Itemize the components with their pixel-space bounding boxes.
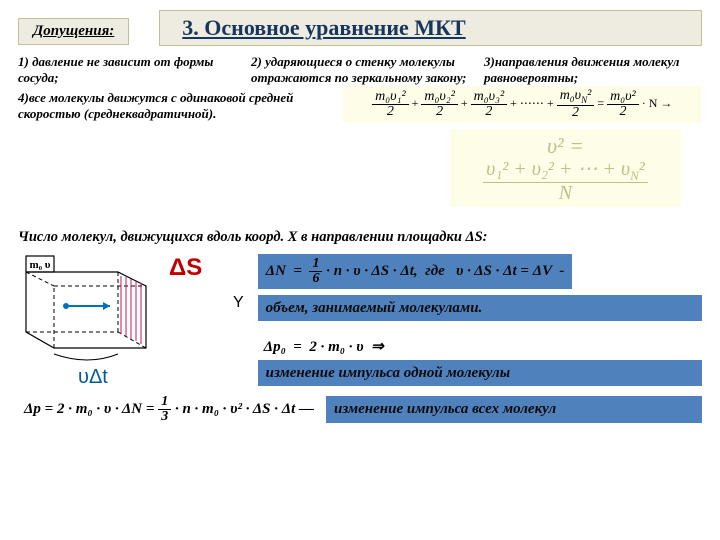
assumption-3: 3)направления движения молекул равноверо… — [484, 54, 702, 86]
dp0-equation: Δp₀ = 2 · m₀ · υ ⇒ — [258, 335, 390, 358]
assumption-1: 1) давление не зависит от формы сосуда; — [18, 54, 236, 86]
main-title: 3. Основное уравнение МКТ — [159, 10, 702, 46]
mid-statement: Число молекул, движущихся вдоль коорд. X… — [18, 229, 702, 246]
assumption-4: 4)все молекулы движутся с одинаковой сре… — [18, 90, 333, 122]
volume-text: объем, занимаемый молекулами. — [258, 295, 702, 321]
dp0-text: изменение импульса одной молекулы — [258, 360, 702, 386]
dn-equation: ΔN = 16 · n · υ · ΔS · Δt, где υ · ΔS · … — [258, 254, 573, 289]
assumptions-label: Допущения: — [18, 18, 129, 45]
dp-equation: Δp = 2 · m₀ · υ · ΔN = 13 · n · m₀ · υ² … — [18, 393, 320, 426]
delta-s-label: ΔS — [169, 254, 244, 282]
svg-text:m₀ υ: m₀ υ — [30, 259, 51, 271]
cube-diagram: m₀ υ — [18, 254, 163, 364]
dp-text: изменение импульса всех молекул — [326, 396, 702, 422]
mean-square-eq: υ² = υ₁² + υ₂² + ⋯ + υN²N — [450, 129, 680, 207]
kinetic-sum-eq: m₀υ₁²2 + m₀υ₂²2 + m₀υ₃²2 + ⋯⋯ + m₀υN²2 =… — [343, 86, 702, 123]
assumption-2: 2) ударяющиеся о стенку молекулы отражаю… — [251, 54, 469, 86]
v-delta-t-label: υΔt — [78, 366, 244, 389]
y-axis-label: Y — [233, 294, 244, 312]
